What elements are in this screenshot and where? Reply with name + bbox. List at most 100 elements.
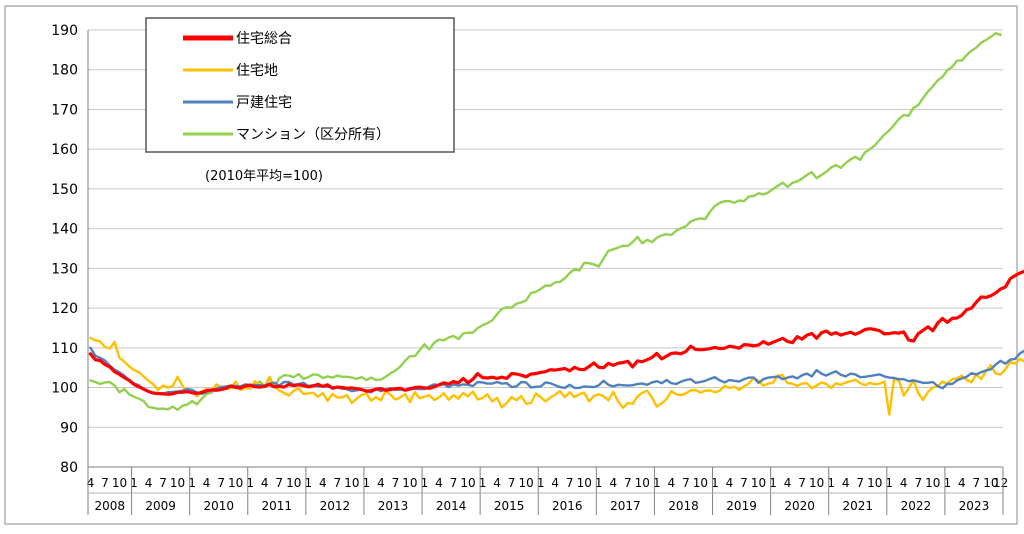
x-tick-label: 4 [842,476,850,490]
x-tick-label: 1 [827,476,835,490]
year-label: 2016 [552,499,583,513]
x-tick-label: 7 [450,476,458,490]
x-tick-label: 7 [856,476,864,490]
x-tick-label: 7 [275,476,283,490]
year-label: 2019 [726,499,757,513]
x-tick-label: 7 [914,476,922,490]
x-tick-label: 7 [798,476,806,490]
x-tick-label: 10 [635,476,650,490]
x-tick-label: 10 [693,476,708,490]
x-tick-label: 10 [170,476,185,490]
x-tick-label: 10 [983,476,998,490]
x-tick-label: 10 [228,476,243,490]
x-tick-label: 10 [518,476,533,490]
year-label: 2023 [959,499,990,513]
year-label: 2009 [145,499,176,513]
x-tick-label: 7 [508,476,516,490]
x-tick-label: 1 [246,476,254,490]
x-tick-label: 1 [653,476,661,490]
x-tick-label: 4 [668,476,676,490]
y-tick-label: 150 [51,182,78,198]
y-tick-label: 100 [51,381,78,397]
x-tick-label: 10 [112,476,127,490]
x-tick-label: 7 [101,476,109,490]
legend-label: 住宅総合 [236,31,292,47]
year-label: 2020 [784,499,815,513]
x-tick-label: 7 [973,476,981,490]
chart-note: (2010年平均=100) [205,169,323,184]
x-tick-label: 4 [377,476,385,490]
x-tick-label: 4 [435,476,443,490]
x-tick-label: 10 [344,476,359,490]
series-lines [88,32,1024,416]
legend-label: マンション（区分所有） [236,127,390,143]
year-label: 2014 [436,499,467,513]
year-label: 2013 [378,499,409,513]
year-label: 2018 [668,499,699,513]
x-tick-label: 10 [577,476,592,490]
x-tick-label: 4 [319,476,327,490]
series-line-0 [88,269,1024,396]
x-tick-label: 10 [809,476,824,490]
year-label: 2015 [494,499,525,513]
x-tick-label: 1 [188,476,196,490]
x-tick-label: 1 [885,476,893,490]
x-tick-label: 10 [867,476,882,490]
year-label: 2022 [901,499,932,513]
series-line-2 [89,346,1024,396]
y-tick-label: 130 [51,261,78,277]
x-tick-label: 10 [460,476,475,490]
x-tick-label: 7 [682,476,690,490]
y-tick-label: 190 [51,23,78,39]
x-tick-label: 1 [479,476,487,490]
x-tick-label: 4 [203,476,211,490]
x-tick-label: 1 [711,476,719,490]
x-tick-label: 1 [363,476,371,490]
y-tick-label: 180 [51,63,78,79]
x-tick-label: 1 [421,476,429,490]
x-tick-label: 7 [217,476,225,490]
x-tick-label: 4 [261,476,269,490]
y-tick-label: 140 [51,222,78,238]
x-tick-label: 7 [566,476,574,490]
x-tick-label: 4 [145,476,153,490]
y-tick-label: 110 [51,341,78,357]
year-label: 2012 [320,499,351,513]
x-axis: 4 7 10 1 4 7 10 1 4 7 10 1 4 7 10 1 4 7 10 1 4 7 10 1 4 7 10 1 4 7 10 1… [87,466,1008,515]
y-tick-label: 90 [60,420,78,436]
year-label: 2021 [842,499,873,513]
x-tick-label: 10 [286,476,301,490]
legend-label: 戸建住宅 [236,95,292,111]
y-tick-label: 170 [51,102,78,118]
x-tick-label: 1 [537,476,545,490]
y-axis: 80 90 100 110 120 130 140 150 160 170 180 190 [51,23,89,476]
legend-label: 住宅地 [236,63,278,79]
x-tick-label: 1 [944,476,952,490]
year-label: 2010 [203,499,234,513]
x-tick-label: 7 [740,476,748,490]
x-tick-label: 7 [334,476,342,490]
x-tick-label: 10 [925,476,940,490]
x-tick-label: 4 [958,476,966,490]
y-tick-label: 120 [51,301,78,317]
x-tick-label: 1 [769,476,777,490]
x-tick-label: 1 [595,476,603,490]
year-label: 2011 [262,499,293,513]
x-tick-label: 4 [87,476,95,490]
y-tick-label: 160 [51,142,78,158]
x-tick-label: 7 [624,476,632,490]
x-tick-label: 1 [304,476,312,490]
year-label: 2008 [95,499,126,513]
x-tick-label: 4 [551,476,559,490]
year-label: 2017 [610,499,641,513]
x-tick-label: 4 [784,476,792,490]
x-tick-label: 4 [493,476,501,490]
x-tick-label: 7 [392,476,400,490]
x-tick-label: 10 [751,476,766,490]
x-tick-label: 10 [402,476,417,490]
x-tick-label: 4 [609,476,617,490]
x-tick-label: 1 [130,476,138,490]
